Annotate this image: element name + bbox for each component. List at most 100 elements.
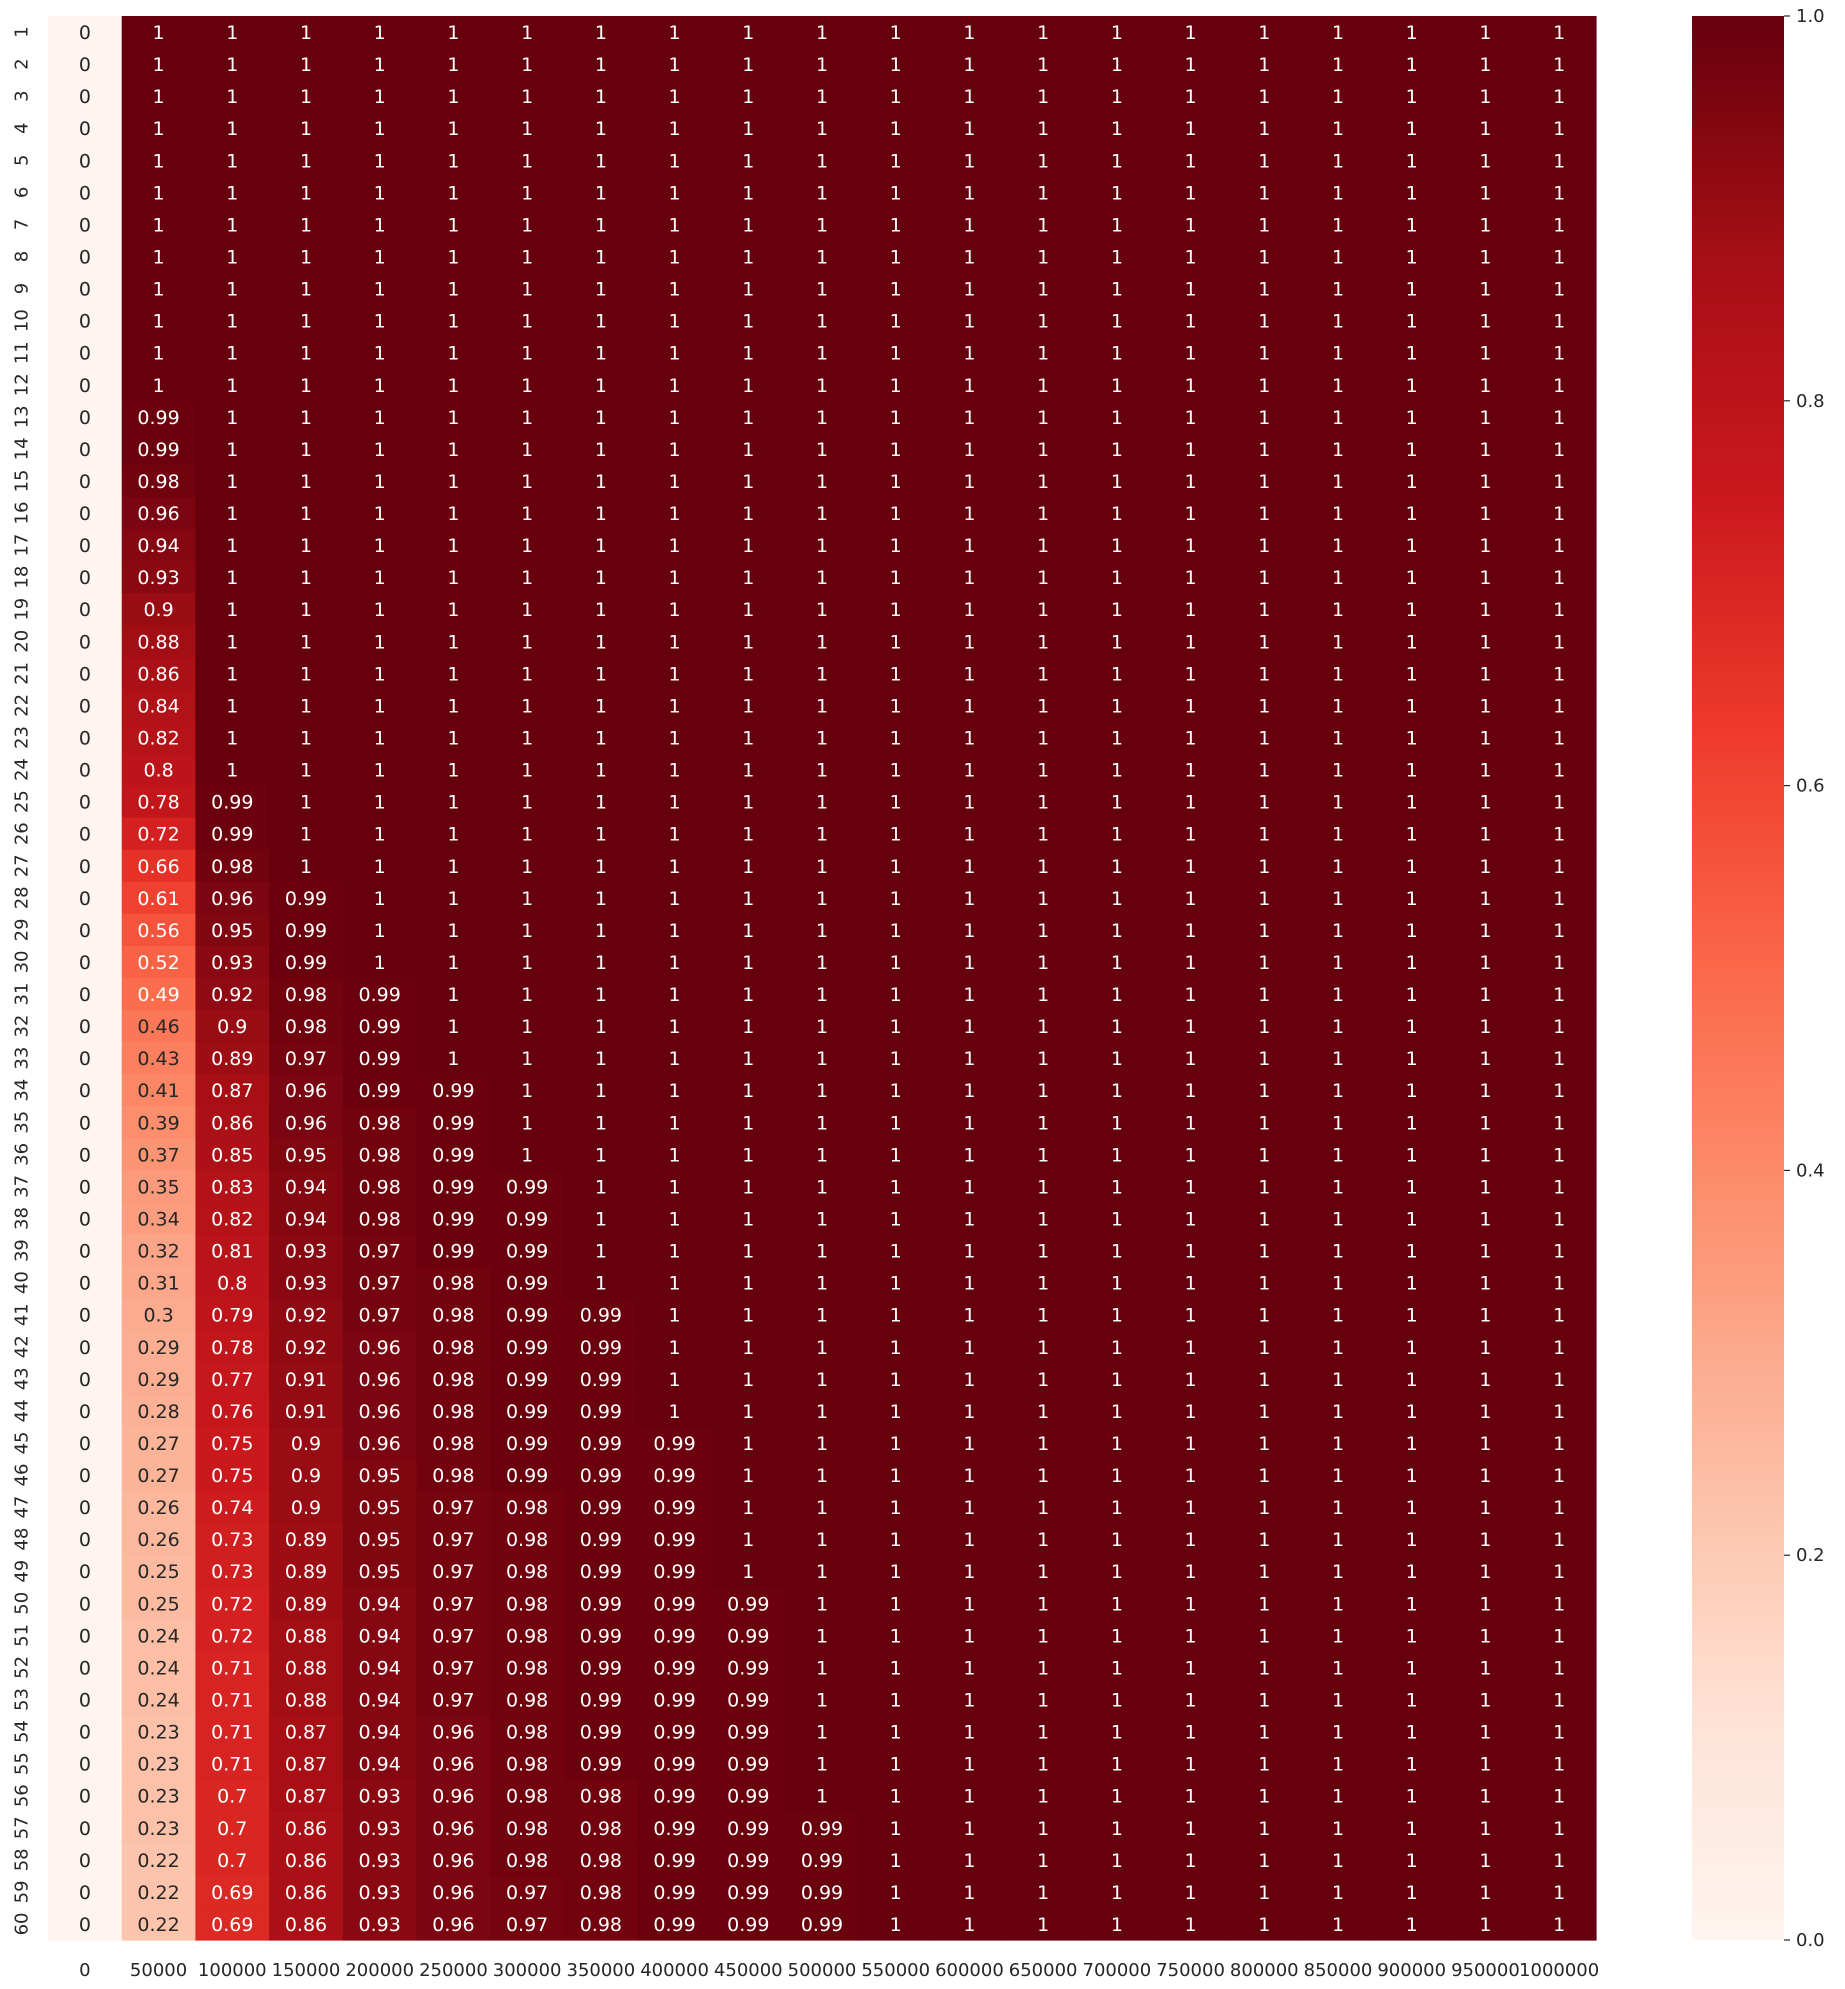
heatmap-cell: [416, 208, 491, 242]
cell-value-label: 0: [79, 150, 91, 172]
cell-value-label: 1: [1553, 824, 1565, 846]
cell-value-label: 0.31: [137, 1273, 179, 1295]
cell-value-label: 1: [1111, 1657, 1123, 1679]
heatmap-cell: [48, 368, 123, 402]
cell-value-label: 1: [1406, 1433, 1418, 1455]
cell-value-label: 1: [1037, 471, 1049, 493]
cell-value-label: 0.94: [137, 535, 179, 557]
cell-value-label: 1: [816, 728, 828, 750]
cell-value-label: 1: [1037, 150, 1049, 172]
cell-value-label: 0.99: [359, 1016, 401, 1038]
cell-value-label: 1: [963, 1529, 975, 1551]
cell-value-label: 1: [669, 1144, 681, 1166]
cell-value-label: 0.98: [432, 1401, 474, 1423]
cell-value-label: 1: [1185, 22, 1197, 44]
cell-value-label: 1: [816, 214, 828, 236]
cell-value-label: 0: [79, 343, 91, 365]
cell-value-label: 1: [226, 695, 238, 717]
heatmap-cell: [490, 272, 565, 306]
cell-value-label: 1: [1258, 182, 1270, 204]
cell-value-label: 1: [1553, 567, 1565, 589]
cell-value-label: 0.49: [137, 984, 179, 1006]
cell-value-label: 1: [447, 631, 459, 653]
heatmap-cell: [1153, 400, 1229, 434]
cell-value-label: 1: [1037, 1850, 1049, 1872]
cell-value-label: 1: [1332, 1593, 1344, 1615]
cell-value-label: 0.95: [359, 1465, 401, 1487]
cell-value-label: 1: [742, 182, 754, 204]
heatmap-cell: [195, 48, 270, 81]
cell-value-label: 0.95: [359, 1561, 401, 1583]
cell-value-label: 1: [890, 599, 902, 621]
cell-value-label: 1: [1258, 247, 1270, 269]
cell-value-label: 1: [1553, 1593, 1565, 1615]
cell-value-label: 1: [1258, 599, 1270, 621]
cell-value-label: 0.82: [211, 1209, 253, 1231]
cell-value-label: 0.93: [359, 1882, 401, 1904]
cell-value-label: 1: [1258, 1882, 1270, 1904]
cell-value-label: 1: [1258, 279, 1270, 301]
cell-value-label: 1: [1037, 728, 1049, 750]
heatmap-cell: [1227, 561, 1302, 594]
heatmap-cell: [858, 464, 934, 498]
cell-value-label: 1: [816, 984, 828, 1006]
heatmap-cell: [785, 400, 860, 434]
cell-value-label: 1: [963, 1465, 975, 1487]
cell-value-label: 1: [669, 920, 681, 942]
cell-value-label: 1: [1332, 1273, 1344, 1295]
cell-value-label: 1: [374, 888, 386, 910]
cell-value-label: 1: [1406, 1112, 1418, 1134]
heatmap-cell: [490, 400, 565, 434]
cell-value-label: 1: [1479, 1850, 1491, 1872]
cell-value-label: 1: [1479, 984, 1491, 1006]
cell-value-label: 0.99: [285, 952, 327, 974]
heatmap-cell: [269, 336, 344, 370]
cell-value-label: 1: [816, 311, 828, 333]
cell-value-label: 1: [1553, 1433, 1565, 1455]
cell-value-label: 1: [816, 1465, 828, 1487]
cell-value-label: 1: [890, 631, 902, 653]
cell-value-label: 1: [1553, 1209, 1565, 1231]
cell-value-label: 1: [1185, 1144, 1197, 1166]
cell-value-label: 0.99: [727, 1657, 769, 1679]
cell-value-label: 0.98: [137, 471, 179, 493]
heatmap-cell: [858, 240, 934, 274]
cell-value-label: 1: [963, 728, 975, 750]
cell-value-label: 1: [595, 182, 607, 204]
cell-value-label: 1: [1258, 439, 1270, 461]
cell-value-label: 0.99: [285, 888, 327, 910]
cell-value-label: 1: [742, 1305, 754, 1327]
cell-value-label: 0.99: [727, 1850, 769, 1872]
x-tick-label: 350000: [567, 1960, 636, 1981]
cell-value-label: 0.94: [359, 1593, 401, 1615]
cell-value-label: 1: [226, 182, 238, 204]
cell-value-label: 1: [447, 54, 459, 76]
heatmap-cell: [48, 240, 123, 274]
cell-value-label: 1: [521, 214, 533, 236]
heatmap-cell: [269, 80, 344, 113]
cell-value-label: 1: [226, 54, 238, 76]
cell-value-label: 1: [963, 984, 975, 1006]
cell-value-label: 1: [153, 214, 165, 236]
cell-value-label: 1: [1479, 631, 1491, 653]
heatmap-cell: [785, 176, 860, 209]
cell-value-label: 1: [1185, 1273, 1197, 1295]
heatmap-cell: [342, 400, 418, 434]
heatmap-cell: [637, 16, 713, 49]
cell-value-label: 0.23: [137, 1754, 179, 1776]
heatmap-cell: [490, 48, 565, 81]
cell-value-label: 1: [1406, 1273, 1418, 1295]
cell-value-label: 1: [890, 952, 902, 974]
cell-value-label: 0: [79, 599, 91, 621]
heatmap-cell: [785, 497, 860, 530]
heatmap-cell: [121, 304, 197, 338]
cell-value-label: 1: [1111, 1529, 1123, 1551]
cell-value-label: 1: [816, 439, 828, 461]
cell-value-label: 0.34: [137, 1209, 179, 1231]
cell-value-label: 0.41: [137, 1080, 179, 1102]
cell-value-label: 1: [963, 856, 975, 878]
cell-value-label: 1: [1479, 1914, 1491, 1936]
heatmap-cell: [1522, 208, 1597, 242]
cell-value-label: 1: [374, 407, 386, 429]
cell-value-label: 0: [79, 1369, 91, 1391]
